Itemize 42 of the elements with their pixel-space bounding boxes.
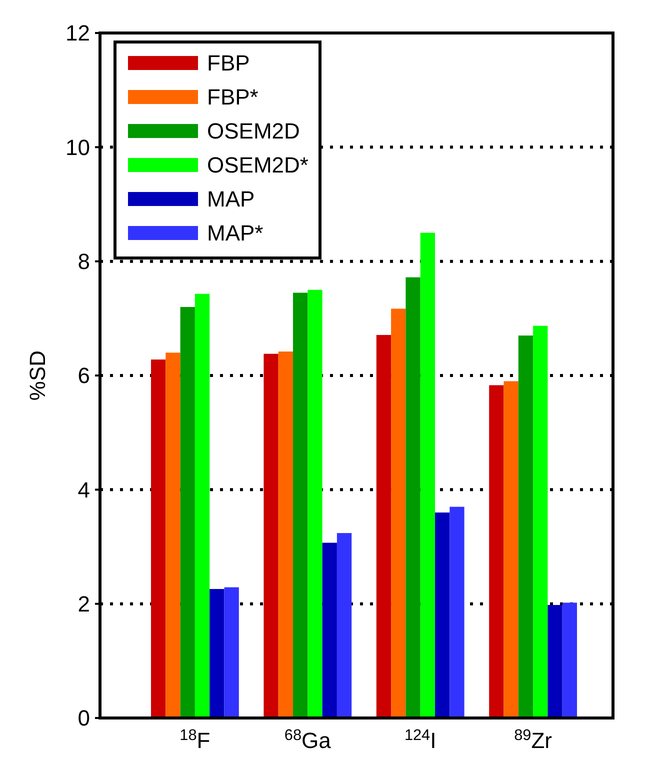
bar xyxy=(322,542,337,718)
bar xyxy=(278,352,293,718)
bar xyxy=(450,506,464,718)
y-tick-label: 4 xyxy=(78,477,90,502)
bar xyxy=(210,588,224,718)
bar xyxy=(548,604,562,718)
x-tick-label: $^{89}$Zr xyxy=(514,726,552,753)
y-tick-label: 6 xyxy=(78,363,90,388)
legend-label: FBP xyxy=(207,50,250,76)
legend-label: FBP* xyxy=(207,84,259,110)
bar xyxy=(336,533,352,718)
y-tick-label: 10 xyxy=(66,134,90,160)
bar xyxy=(308,290,322,718)
bar xyxy=(293,292,308,718)
bar xyxy=(533,326,548,718)
bar xyxy=(489,385,504,718)
legend-label: OSEM2D* xyxy=(207,152,309,178)
y-tick-label: 2 xyxy=(78,592,90,617)
bar xyxy=(435,512,450,718)
bar xyxy=(518,336,534,718)
x-tick-label: $^{124}$I xyxy=(404,726,436,753)
bar xyxy=(151,360,166,718)
bar xyxy=(166,352,180,718)
legend-label: MAP* xyxy=(207,220,264,246)
bar xyxy=(264,354,278,718)
y-tick-label: 12 xyxy=(66,20,90,46)
bar xyxy=(376,334,392,718)
bar xyxy=(224,587,239,718)
legend-label: MAP xyxy=(207,186,255,212)
bar xyxy=(504,381,518,718)
x-tick-label: $^{18}$F xyxy=(180,726,210,753)
bar xyxy=(406,277,420,718)
bar xyxy=(194,294,210,718)
bar xyxy=(180,307,195,718)
y-tick-label: 0 xyxy=(78,706,90,731)
bar xyxy=(562,602,577,718)
y-axis-title: %SD xyxy=(25,350,50,401)
bar xyxy=(420,232,435,718)
x-tick-label: $^{68}$Ga xyxy=(284,726,332,753)
bar xyxy=(391,308,406,718)
y-tick-label: 8 xyxy=(78,249,90,274)
legend-label: OSEM2D xyxy=(207,118,300,144)
